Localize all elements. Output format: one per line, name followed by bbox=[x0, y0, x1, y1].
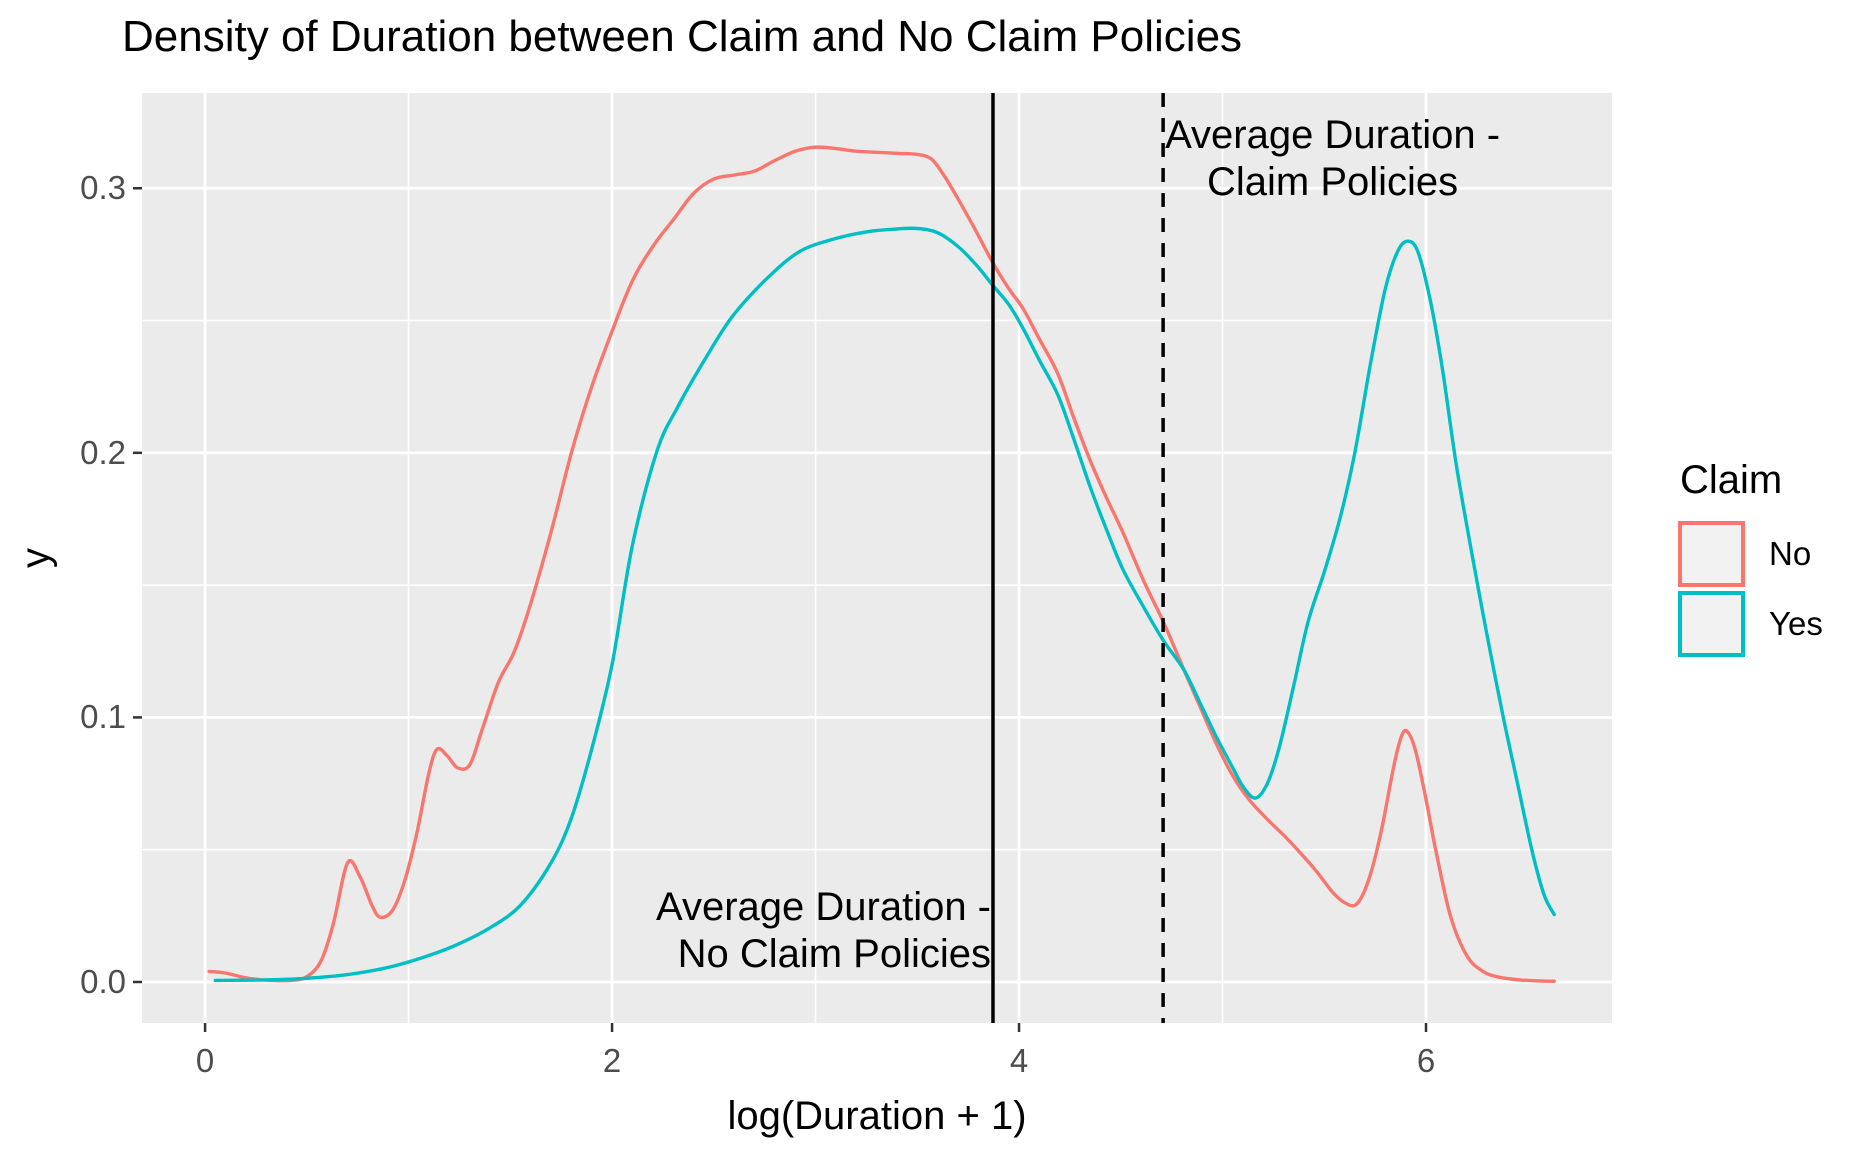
plot-title: Density of Duration between Claim and No… bbox=[122, 12, 1243, 61]
annotation-line: No Claim Policies bbox=[677, 932, 991, 977]
legend: Claim No Yes bbox=[1678, 458, 1823, 661]
y-tick-label: 0.1 bbox=[80, 698, 126, 736]
annotation-line: Average Duration - bbox=[656, 885, 991, 930]
x-axis-title: log(Duration + 1) bbox=[727, 1094, 1027, 1138]
y-tick-label: 0.2 bbox=[80, 433, 126, 471]
legend-label-yes: Yes bbox=[1769, 605, 1823, 642]
y-tick-label: 0.0 bbox=[80, 962, 126, 1000]
y-axis-title: y bbox=[13, 548, 58, 568]
x-tick-label: 6 bbox=[1416, 1042, 1436, 1079]
annotation-claim-mean: Average Duration - Claim Policies bbox=[1165, 112, 1500, 206]
x-tick-label: 2 bbox=[602, 1042, 622, 1079]
legend-entry-no: No bbox=[1678, 521, 1823, 587]
legend-title: Claim bbox=[1680, 458, 1783, 502]
x-tick-label: 4 bbox=[1009, 1042, 1029, 1079]
legend-label-no: No bbox=[1769, 535, 1812, 572]
density-curve-yes bbox=[213, 226, 1556, 983]
annotation-no-claim-mean: Average Duration - No Claim Policies bbox=[656, 884, 991, 978]
x-tick-label: 0 bbox=[195, 1042, 215, 1079]
y-tick-label: 0.3 bbox=[80, 169, 126, 207]
legend-entry-yes: Yes bbox=[1678, 591, 1823, 657]
legend-key-yes bbox=[1678, 591, 1745, 657]
annotation-line: Average Duration - bbox=[1165, 113, 1501, 158]
density-curve-no bbox=[207, 145, 1556, 983]
panel-background bbox=[142, 93, 1612, 1023]
annotation-line: Claim Policies bbox=[1207, 160, 1459, 205]
legend-key-no bbox=[1678, 521, 1745, 587]
